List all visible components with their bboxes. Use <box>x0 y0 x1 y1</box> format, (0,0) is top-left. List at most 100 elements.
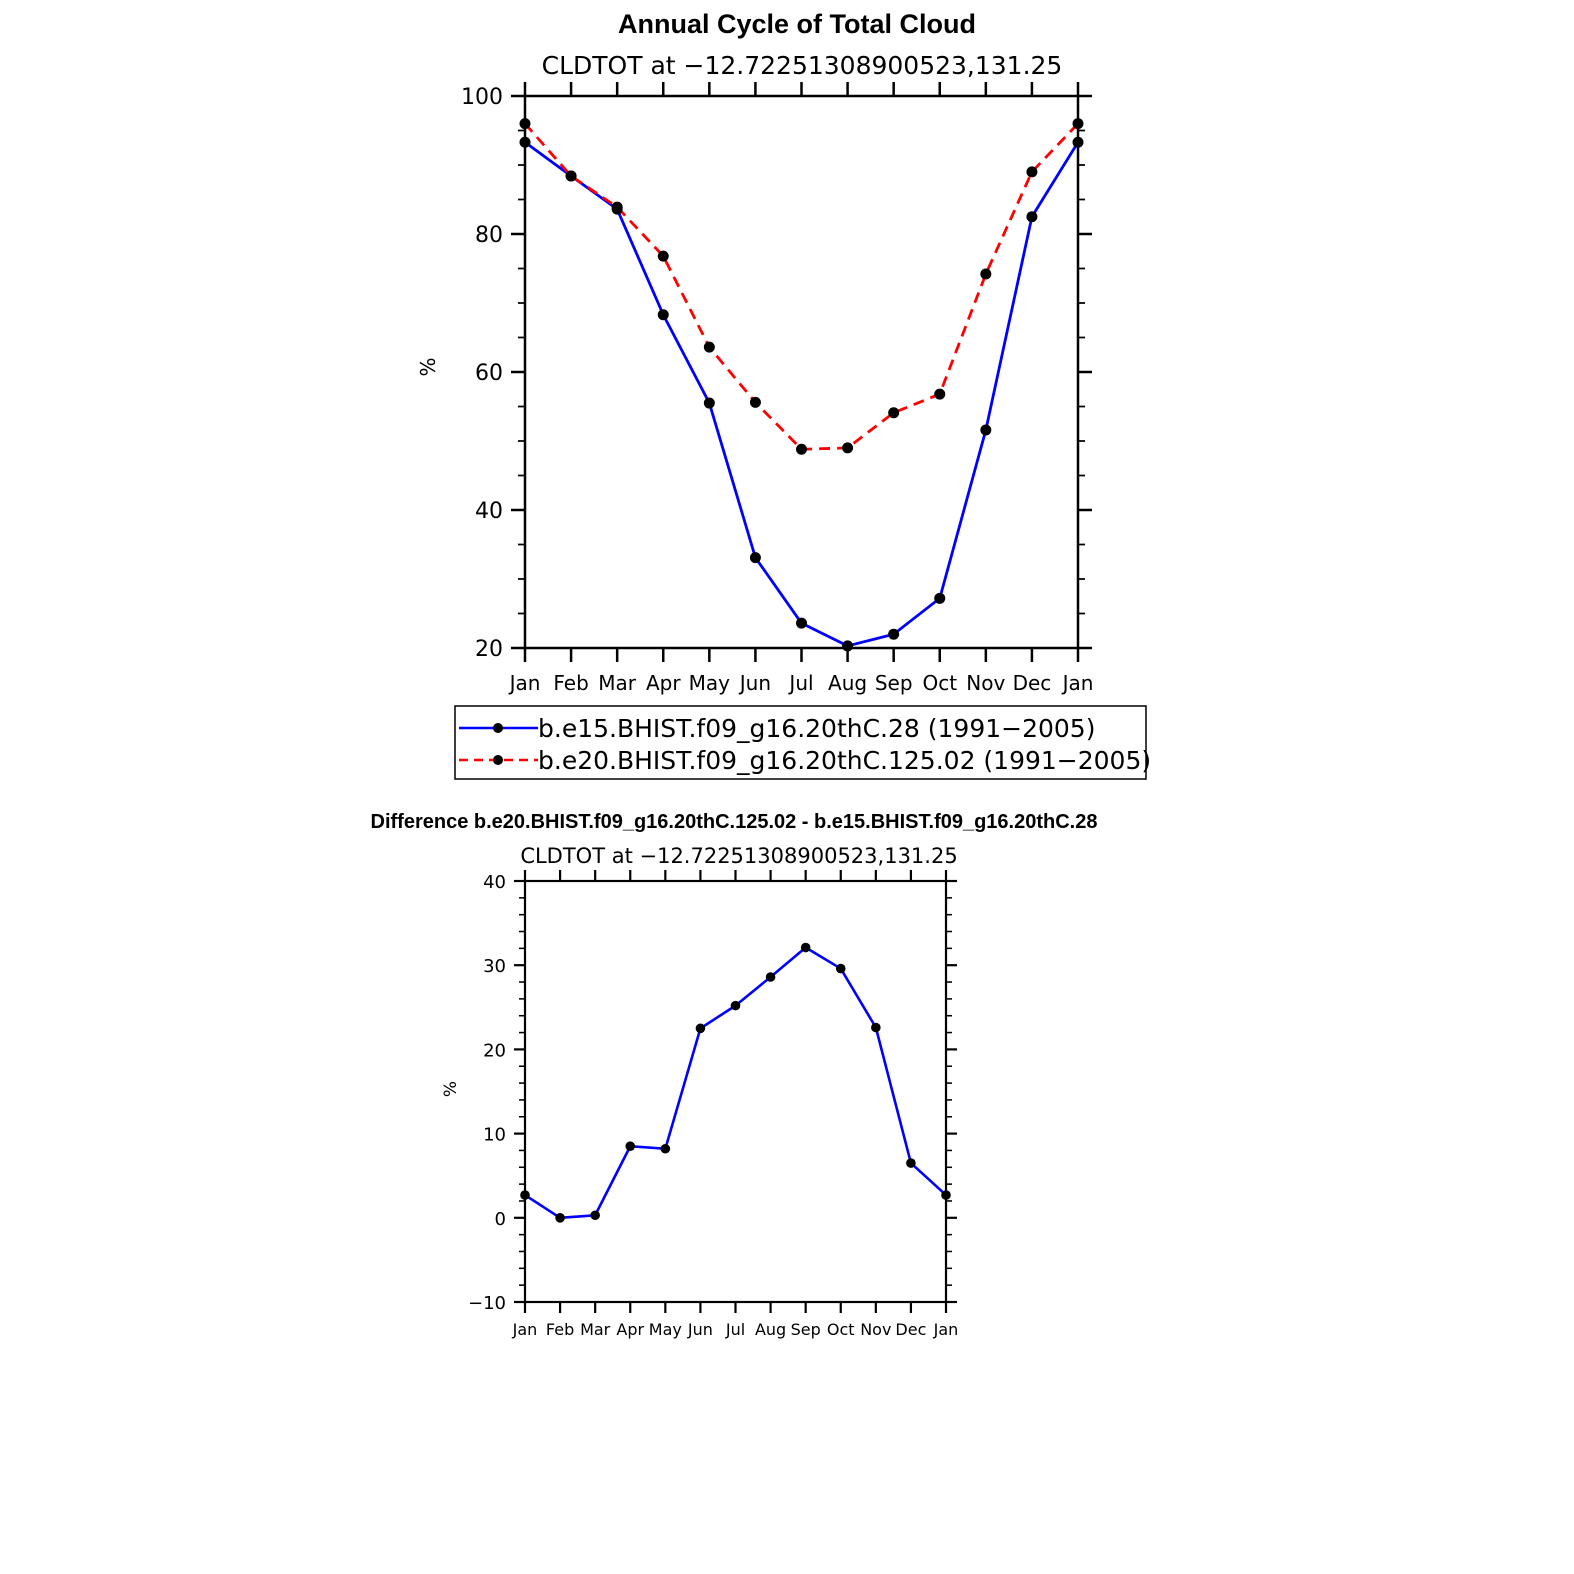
y-tick-label: 40 <box>475 499 503 524</box>
y-tick-label: 30 <box>483 956 506 977</box>
plot-frame <box>523 94 1080 650</box>
data-point <box>906 1158 916 1168</box>
data-point <box>934 388 946 400</box>
legend-marker-series-2 <box>493 755 503 765</box>
data-point <box>888 628 900 640</box>
data-point <box>1026 211 1038 223</box>
x-tick-label: Oct <box>922 671 957 695</box>
y-tick-labels: 40 30 20 10 0 −10 <box>468 872 506 1314</box>
x-tick-label: Apr <box>616 1320 644 1339</box>
data-point <box>1072 118 1084 130</box>
x-tick-labels: Jan Feb Mar Apr May Jun Jul Aug Sep Oct … <box>512 1320 959 1339</box>
y-tick-label: 20 <box>475 637 503 662</box>
x-tick-label: May <box>649 1320 682 1339</box>
y-tick-label: 40 <box>483 872 506 893</box>
y-tick-label: 60 <box>475 361 503 386</box>
series-layer <box>520 942 951 1223</box>
x-tick-label: Mar <box>580 1320 611 1339</box>
data-point <box>980 268 992 280</box>
data-point <box>749 396 761 408</box>
x-tick-label: Sep <box>791 1320 821 1339</box>
data-point <box>590 1210 600 1221</box>
y-tick-labels: 100 80 60 40 20 <box>461 85 503 662</box>
x-tick-label: Jan <box>508 671 541 695</box>
x-tick-label: Feb <box>546 1320 574 1339</box>
data-point <box>842 640 854 652</box>
data-point <box>980 424 992 436</box>
data-point <box>1072 136 1084 148</box>
chart-title: Difference b.e20.BHIST.f09_g16.20thC.125… <box>371 811 1098 833</box>
data-point <box>703 341 715 353</box>
data-point <box>565 170 577 182</box>
plot-frame <box>523 879 948 1304</box>
data-point <box>611 201 623 213</box>
chart-title: Annual Cycle of Total Cloud <box>618 9 976 39</box>
difference-chart: Difference b.e20.BHIST.f09_g16.20thC.125… <box>371 811 1098 1339</box>
x-tick-label: Jan <box>1061 671 1094 695</box>
x-tick-label: Aug <box>755 1320 786 1339</box>
x-tick-label: Sep <box>875 671 913 695</box>
data-point <box>657 250 669 262</box>
x-tick-label: Jun <box>738 671 771 695</box>
x-tick-label: Jan <box>933 1320 959 1339</box>
series-line-1 <box>524 946 947 1220</box>
y-tick-label: 100 <box>461 85 503 110</box>
y-tick-label: 10 <box>483 1125 506 1146</box>
x-tick-label: Jul <box>787 671 813 695</box>
x-tick-labels: Jan Feb Mar Apr May Jun Jul Aug Sep Oct … <box>508 671 1094 695</box>
x-tick-label: Oct <box>827 1320 855 1339</box>
x-tick-label: Aug <box>828 671 867 695</box>
x-tick-label: Dec <box>1013 671 1052 695</box>
legend-label-series-1: b.e15.BHIST.f09_g16.20thC.28 (1991−2005) <box>538 714 1095 743</box>
data-point <box>835 963 846 974</box>
x-tick-label: Jan <box>512 1320 538 1339</box>
legend: b.e15.BHIST.f09_g16.20thC.28 (1991−2005)… <box>454 705 1151 780</box>
annual-cycle-chart: Annual Cycle of Total Cloud CLDTOT at −1… <box>416 9 1151 780</box>
legend-label-series-2: b.e20.BHIST.f09_g16.20thC.125.02 (1991−2… <box>538 746 1151 775</box>
y-tick-label: 20 <box>483 1040 506 1061</box>
axes <box>514 870 957 1313</box>
x-tick-label: May <box>689 671 731 695</box>
y-tick-label: −10 <box>468 1293 506 1314</box>
legend-box <box>454 705 1147 780</box>
data-point <box>703 397 715 409</box>
data-point <box>519 136 531 148</box>
chart-subtitle: CLDTOT at −12.72251308900523,131.25 <box>520 844 957 868</box>
data-point <box>749 552 761 564</box>
data-point <box>660 1143 671 1154</box>
data-point <box>765 972 776 982</box>
data-point <box>888 407 900 419</box>
data-point <box>871 1022 881 1033</box>
data-point <box>796 617 807 629</box>
data-point <box>657 309 669 321</box>
data-point <box>842 442 854 454</box>
y-tick-label: 0 <box>495 1209 506 1230</box>
x-tick-label: Feb <box>553 671 588 695</box>
y-axis-label: % <box>416 357 440 376</box>
series-line-2 <box>523 122 1080 451</box>
x-tick-label: Jul <box>725 1320 745 1339</box>
data-point <box>1026 166 1038 178</box>
series-layer <box>519 118 1084 652</box>
data-point <box>555 1213 565 1223</box>
chart-subtitle: CLDTOT at −12.72251308900523,131.25 <box>542 51 1063 80</box>
series-line-1 <box>524 141 1080 648</box>
data-point <box>730 1000 741 1011</box>
data-point <box>519 118 531 130</box>
x-tick-label: Nov <box>966 671 1005 695</box>
axes <box>511 82 1092 662</box>
data-point <box>800 942 811 953</box>
y-axis-label: % <box>441 1081 461 1097</box>
y-tick-label: 80 <box>475 223 503 248</box>
data-point <box>941 1190 951 1200</box>
data-point <box>520 1190 530 1200</box>
x-tick-label: Mar <box>598 671 637 695</box>
data-point <box>934 592 946 604</box>
data-point <box>625 1141 636 1152</box>
x-tick-label: Dec <box>895 1320 926 1339</box>
x-tick-label: Jun <box>687 1320 713 1339</box>
data-point <box>796 443 807 455</box>
data-point <box>695 1023 706 1034</box>
x-tick-label: Nov <box>860 1320 891 1339</box>
